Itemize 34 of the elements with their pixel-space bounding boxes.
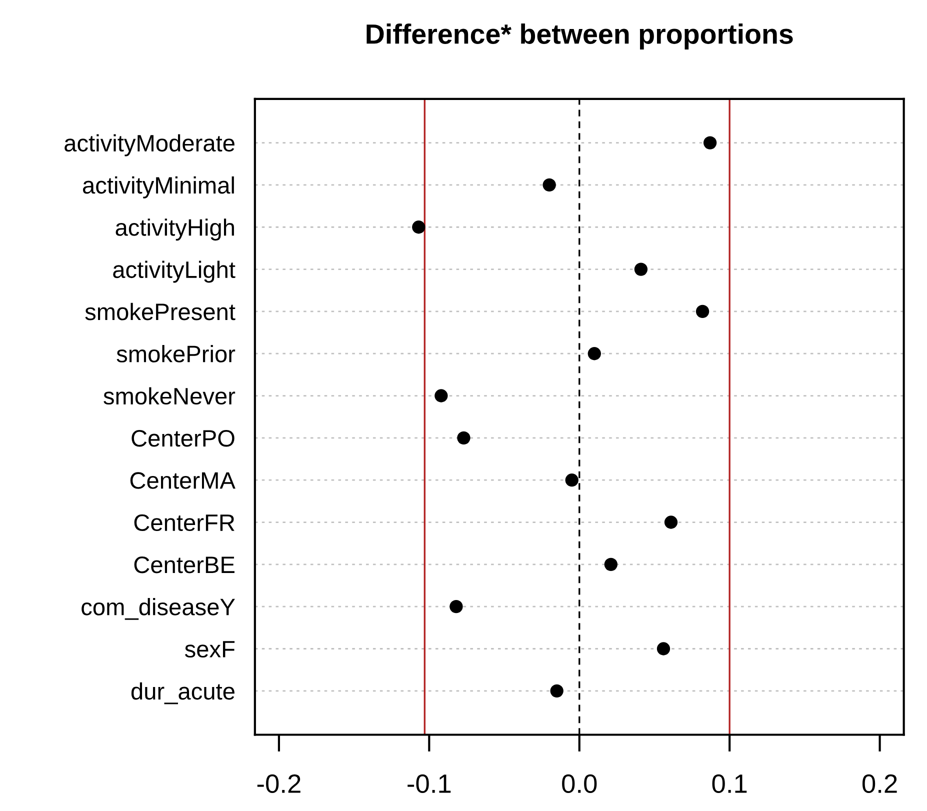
x-tick-label: 0.0: [562, 774, 597, 794]
point: [588, 347, 601, 360]
point: [450, 600, 463, 614]
y-tick-label: CenterMA: [130, 472, 236, 489]
x-tick-label: 0.1: [712, 774, 747, 794]
point: [412, 220, 426, 234]
point: [542, 178, 556, 192]
point: [457, 431, 470, 445]
point: [696, 304, 710, 318]
point: [550, 684, 564, 698]
y-tick-label: CenterFR: [134, 514, 234, 532]
point: [565, 474, 578, 487]
y-tick-label: CenterPO: [132, 430, 234, 447]
point: [434, 389, 448, 402]
x-tick-label: -0.1: [408, 774, 451, 794]
y-tick-label: smokePresent: [85, 302, 236, 320]
y-tick-label: smokePrior: [116, 345, 236, 362]
y-tick-label: activityMinimal: [82, 176, 234, 198]
y-tick-label: activityModerate: [64, 134, 234, 156]
y-tick-label: activityLight: [113, 260, 236, 283]
x-tick-label: -0.2: [257, 774, 300, 794]
point: [664, 516, 678, 529]
y-tick-label: smokeNever: [104, 387, 236, 405]
point: [634, 262, 648, 276]
y-tick-label: dur_acute: [131, 682, 234, 704]
point: [656, 642, 670, 656]
chart-title: Difference* between proportions: [366, 24, 793, 50]
y-tick-label: com_diseaseY: [82, 598, 235, 620]
y-tick-label: CenterBE: [134, 556, 234, 574]
point: [703, 136, 717, 150]
y-tick-label: activityHigh: [116, 218, 234, 241]
x-tick-label: 0.2: [862, 774, 897, 794]
point: [604, 558, 618, 572]
y-tick-label: sexF: [184, 641, 235, 658]
